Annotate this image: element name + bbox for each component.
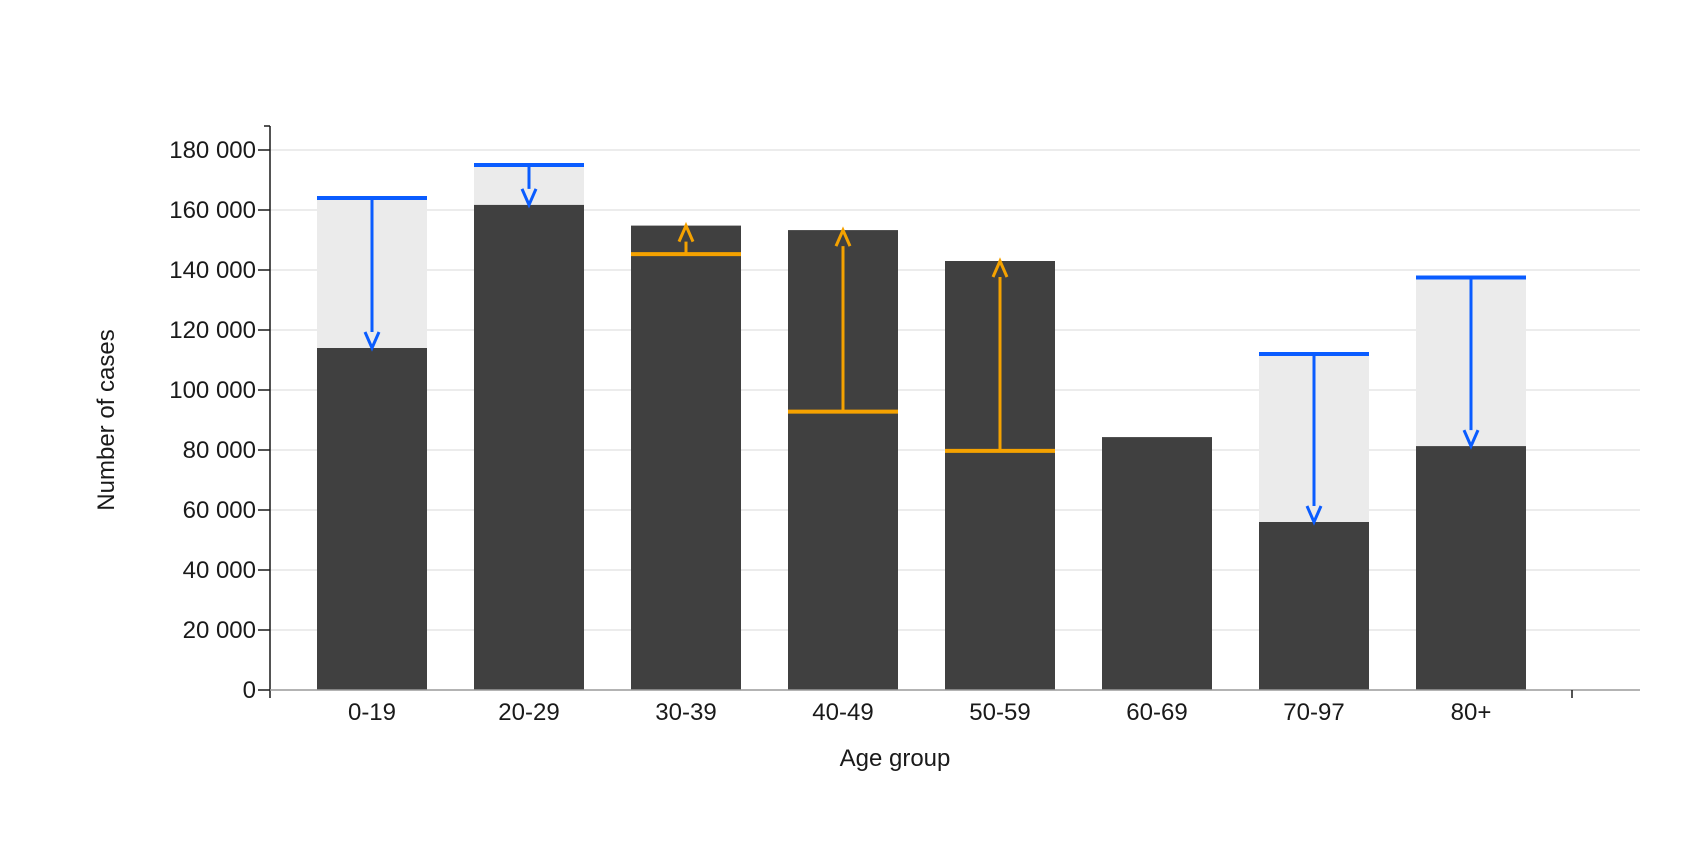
- x-tick-label: 30-39: [655, 699, 716, 726]
- bar: [631, 225, 741, 690]
- change-arrow-head: [363, 331, 381, 352]
- y-tick-label: 0: [243, 677, 256, 704]
- y-tick-label: 160 000: [169, 197, 256, 224]
- change-arrow-head: [1305, 505, 1323, 526]
- y-tick-label: 60 000: [183, 497, 256, 524]
- change-arrow-head: [834, 226, 852, 247]
- x-tick-label: 70-97: [1283, 699, 1344, 726]
- change-arrow-head: [991, 257, 1009, 278]
- y-tick-label: 120 000: [169, 317, 256, 344]
- x-tick-label: 80+: [1451, 699, 1492, 726]
- x-tick-labels: 0-19 20-29 30-39 40-49 50-59 60-69 70-97 80+: [348, 699, 1491, 726]
- y-tick-label: 180 000: [169, 137, 256, 164]
- change-arrow-head: [520, 188, 538, 209]
- x-tick-label: 20-29: [498, 699, 559, 726]
- bars: [317, 204, 1526, 690]
- y-tick-label: 140 000: [169, 257, 256, 284]
- bar: [1102, 437, 1212, 690]
- y-tick-label: 80 000: [183, 437, 256, 464]
- y-tick-label: 100 000: [169, 377, 256, 404]
- x-tick-label: 0-19: [348, 699, 396, 726]
- y-tick-label: 20 000: [183, 617, 256, 644]
- x-tick-label: 60-69: [1126, 699, 1187, 726]
- axes: [258, 125, 1640, 698]
- y-axis-title: Number of cases: [93, 329, 120, 510]
- x-tick-label: 50-59: [969, 699, 1030, 726]
- y-tick-label: 40 000: [183, 557, 256, 584]
- bar: [317, 348, 427, 690]
- x-tick-label: 40-49: [812, 699, 873, 726]
- bar: [1259, 522, 1369, 690]
- change-markers: [317, 163, 1526, 526]
- bar: [1416, 446, 1526, 690]
- change-arrow-head: [677, 221, 695, 243]
- bar: [474, 204, 584, 690]
- change-arrow-head: [1462, 429, 1480, 450]
- x-axis-title: Age group: [840, 745, 951, 772]
- y-tick-labels: 0 20 000 40 000 60 000 80 000 100 000 120 000 1…: [169, 137, 256, 704]
